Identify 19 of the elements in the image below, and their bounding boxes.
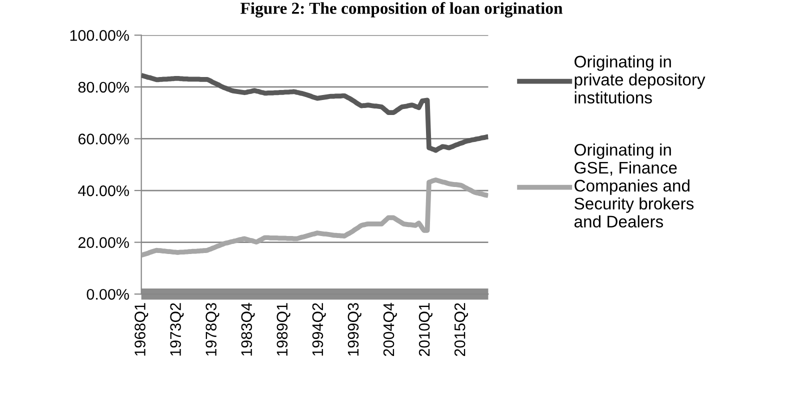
x-tick-label: 1989Q1: [276, 303, 290, 356]
y-tick-label: 40.00%: [78, 185, 129, 196]
x-tick-label: 2015Q2: [454, 303, 468, 356]
legend-label: Originating in GSE, Finance Companies and Security brokers and Dealers: [574, 143, 694, 228]
x-tick-label: 1994Q2: [312, 303, 326, 356]
x-tick-label: 1999Q3: [348, 303, 362, 356]
y-tick-label: 0.00%: [86, 288, 129, 300]
x-tick-label: 2004Q4: [383, 302, 397, 356]
legend-label: Originating in private depository institutions: [574, 55, 706, 104]
y-tick-label: 80.00%: [78, 82, 129, 93]
x-tick-label: 1973Q2: [170, 303, 184, 356]
x-tick-label: 1978Q3: [206, 303, 220, 356]
y-tick-label: 100.00%: [70, 30, 129, 41]
y-tick-label: 20.00%: [78, 237, 129, 248]
x-tick-label: 1983Q4: [241, 302, 255, 356]
x-tick-label: 1968Q1: [134, 303, 148, 356]
y-tick-label: 60.00%: [78, 134, 129, 144]
x-tick-label: 2010Q1: [418, 303, 432, 356]
chart-title: Figure 2: The composition of loan origination: [240, 2, 563, 18]
